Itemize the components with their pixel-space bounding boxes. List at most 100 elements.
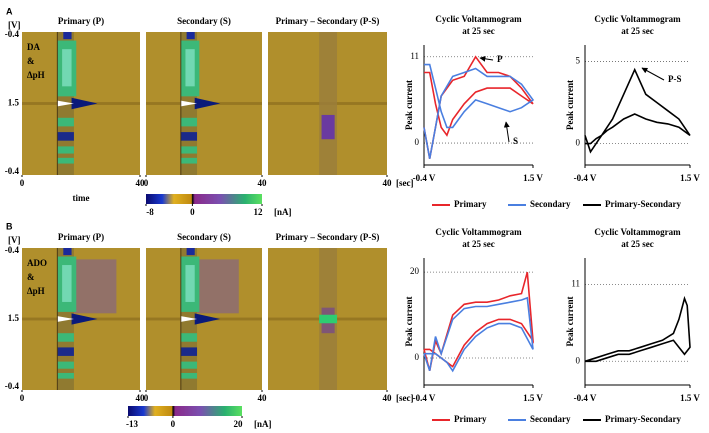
cv-curve [423, 55, 534, 159]
heatmap-feature [194, 313, 221, 325]
analyte-label: ΔpH [27, 286, 45, 296]
heatmap-feature [180, 157, 198, 164]
chart-title: Cyclic Voltammogram [594, 14, 681, 24]
x-axis-label: time [73, 193, 90, 203]
heatmap-feature [180, 333, 198, 342]
heatmap-feature [57, 372, 74, 379]
y-tick-label: 0 [415, 352, 420, 362]
analyte-label: & [27, 56, 35, 66]
colorbar-tick-label: 12 [254, 207, 264, 217]
y-axis-label: Peak current [565, 80, 575, 130]
heatmap-feature [57, 347, 74, 356]
analyte-label: ΔpH [27, 70, 45, 80]
heatmap-feature [57, 132, 74, 141]
legend-label: Primary-Secondary [605, 414, 681, 424]
panel-label: A [6, 6, 13, 16]
y-axis-unit: [V] [8, 20, 21, 30]
analyte-label: DA [27, 42, 40, 52]
cv-curve [584, 67, 691, 154]
chart-title: Cyclic Voltammogram [594, 227, 681, 237]
y-tick-label: 0 [415, 137, 420, 147]
y-tick-label: 1.5 [8, 98, 20, 108]
x-tick-label: 0 [20, 393, 25, 403]
chart-title: at 25 sec [462, 239, 495, 249]
x-tick-label: 0 [144, 178, 149, 188]
cv-curve [423, 63, 535, 159]
heatmap-title: Primary (P) [58, 16, 104, 26]
heatmap-feature [180, 117, 198, 127]
y-tick-label: 11 [571, 279, 580, 289]
y-tick-label: 1.5 [8, 313, 20, 323]
heatmap-feature [180, 100, 198, 107]
heatmap-feature [180, 361, 198, 369]
heatmap-feature [319, 314, 338, 324]
y-tick-label: -0.4 [5, 245, 20, 255]
legend-label: Primary-Secondary [605, 199, 681, 209]
heatmap-feature [63, 248, 72, 256]
heatmap-feature [197, 259, 239, 314]
annotation: P-S [668, 74, 682, 84]
y-tick-label: 11 [410, 51, 419, 61]
panel-label: B [6, 221, 13, 231]
heatmap-feature [185, 265, 195, 302]
legend-label: Primary [454, 414, 487, 424]
cv-curve [584, 295, 691, 363]
heatmap-feature [185, 49, 195, 87]
x-axis-unit: [sec] [396, 178, 414, 188]
heatmap-feature [63, 32, 72, 40]
heatmap-feature [62, 265, 72, 302]
y-axis-label: Peak current [404, 296, 414, 346]
heatmap-title: Secondary (S) [177, 16, 231, 26]
legend-label: Secondary [530, 414, 571, 424]
colorbar [128, 406, 242, 416]
x-tick-label: 40 [383, 178, 393, 188]
x-tick-label: 40 [258, 393, 268, 403]
x-tick-label: 0 [20, 178, 25, 188]
legend-label: Secondary [530, 199, 571, 209]
x-tick-label: -0.4 V [574, 393, 597, 403]
annotation-arrow [641, 67, 665, 81]
analyte-label: & [27, 272, 35, 282]
cv-curve [423, 296, 534, 373]
colorbar-tick-label: 0 [171, 419, 176, 429]
heatmap-title: Primary – Secondary (P-S) [276, 16, 380, 26]
heatmap-feature [194, 97, 221, 110]
heatmap-feature [186, 32, 195, 40]
y-tick-label: 0 [576, 138, 581, 148]
heatmap-feature [180, 372, 198, 379]
x-tick-label: 40 [136, 393, 146, 403]
colorbar-unit: [nA] [274, 207, 292, 217]
heatmap-feature [57, 100, 74, 107]
x-tick-label: 40 [136, 178, 146, 188]
heatmap-feature [57, 361, 74, 369]
colorbar-tick-label: 20 [234, 419, 244, 429]
x-tick-label: 1.5 V [680, 173, 700, 183]
chart-title: at 25 sec [621, 26, 654, 36]
y-axis-label: Peak current [565, 296, 575, 346]
annotation-arrow [503, 121, 510, 143]
annotation: P [497, 54, 503, 64]
y-axis-unit: [V] [8, 235, 21, 245]
y-tick-label: -0.4 [5, 29, 20, 39]
annotation: S [513, 136, 518, 146]
y-tick-label: 0 [576, 355, 581, 365]
y-tick-label: 20 [410, 266, 420, 276]
heatmap-feature [186, 248, 195, 256]
heatmap-feature [56, 248, 58, 390]
heatmap-title: Primary (P) [58, 232, 104, 242]
heatmap-feature [57, 316, 74, 322]
x-tick-label: -0.4 V [413, 173, 436, 183]
heatmap-feature [180, 347, 198, 356]
heatmap-feature [180, 132, 198, 141]
cv-curve [423, 271, 535, 372]
x-tick-label: 1.5 V [523, 393, 543, 403]
analyte-label: ADO [27, 258, 47, 268]
heatmap-title: Primary – Secondary (P-S) [276, 232, 380, 242]
heatmap-feature [180, 316, 198, 322]
heatmap-feature [57, 117, 74, 127]
heatmap-feature [62, 49, 72, 87]
heatmap-feature [56, 32, 58, 175]
heatmap-feature [180, 248, 182, 390]
heatmap-feature [319, 32, 338, 175]
